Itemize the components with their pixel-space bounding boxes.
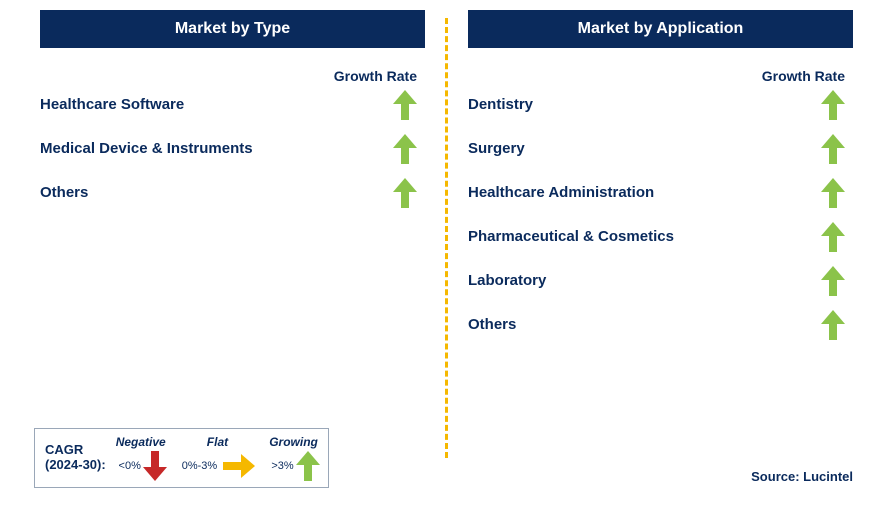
row-arrow <box>385 90 425 120</box>
row-label: Surgery <box>468 140 813 159</box>
row-arrow <box>813 266 853 296</box>
market-row: Pharmaceutical & Cosmetics <box>468 222 853 252</box>
arrow-up-icon <box>825 178 841 208</box>
right-column: Market by Application Growth Rate Dentis… <box>448 10 873 498</box>
legend-item-range: <0% <box>119 460 141 472</box>
legend-title-line1: CAGR <box>45 443 106 458</box>
left-growth-label: Growth Rate <box>40 68 425 84</box>
arrow-up-icon <box>397 90 413 120</box>
market-row: Laboratory <box>468 266 853 296</box>
left-header: Market by Type <box>40 10 425 48</box>
market-row: Healthcare Administration <box>468 178 853 208</box>
row-label: Pharmaceutical & Cosmetics <box>468 228 813 247</box>
arrow-up-icon <box>825 222 841 252</box>
arrow-up-icon <box>397 178 413 208</box>
row-arrow <box>813 90 853 120</box>
legend-title: CAGR (2024-30): <box>45 443 106 473</box>
row-arrow <box>813 134 853 164</box>
market-row: Others <box>468 310 853 340</box>
legend-item-name: Flat <box>207 435 228 449</box>
arrow-up-icon <box>825 134 841 164</box>
row-arrow <box>385 134 425 164</box>
legend-items: Negative <0% Flat 0%-3% Growing >3% <box>116 435 318 481</box>
row-arrow <box>813 222 853 252</box>
arrow-up-icon <box>825 90 841 120</box>
legend-item: Growing >3% <box>269 435 318 481</box>
legend-item-name: Negative <box>116 435 166 449</box>
right-rows: Dentistry Surgery Healthcare Administratio… <box>468 90 853 340</box>
market-row: Healthcare Software <box>40 90 425 120</box>
row-label: Dentistry <box>468 96 813 115</box>
legend-item: Flat 0%-3% <box>182 435 253 481</box>
arrow-up-icon <box>825 310 841 340</box>
source-label: Source: Lucintel <box>751 469 853 484</box>
row-arrow <box>813 178 853 208</box>
row-arrow <box>813 310 853 340</box>
arrow-up-icon <box>397 134 413 164</box>
legend-item-name: Growing <box>269 435 318 449</box>
arrow-down-icon <box>147 451 163 481</box>
row-label: Medical Device & Instruments <box>40 140 385 159</box>
arrow-up-icon <box>300 451 316 481</box>
market-row: Medical Device & Instruments <box>40 134 425 164</box>
market-row: Dentistry <box>468 90 853 120</box>
legend-item-range: >3% <box>271 460 293 472</box>
arrow-up-icon <box>825 266 841 296</box>
market-row: Surgery <box>468 134 853 164</box>
row-label: Healthcare Software <box>40 96 385 115</box>
row-arrow <box>385 178 425 208</box>
legend-item-range: 0%-3% <box>182 460 217 472</box>
right-growth-label: Growth Rate <box>468 68 853 84</box>
left-column: Market by Type Growth Rate Healthcare So… <box>20 10 445 498</box>
right-header: Market by Application <box>468 10 853 48</box>
row-label: Laboratory <box>468 272 813 291</box>
legend: CAGR (2024-30): Negative <0% Flat 0%-3% Grow… <box>34 428 329 488</box>
left-rows: Healthcare Software Medical Device & Inst… <box>40 90 425 208</box>
row-label: Others <box>468 316 813 335</box>
row-label: Others <box>40 184 385 203</box>
arrow-right-icon <box>223 458 253 474</box>
market-row: Others <box>40 178 425 208</box>
legend-item: Negative <0% <box>116 435 166 481</box>
row-label: Healthcare Administration <box>468 184 813 203</box>
legend-title-line2: (2024-30): <box>45 458 106 473</box>
